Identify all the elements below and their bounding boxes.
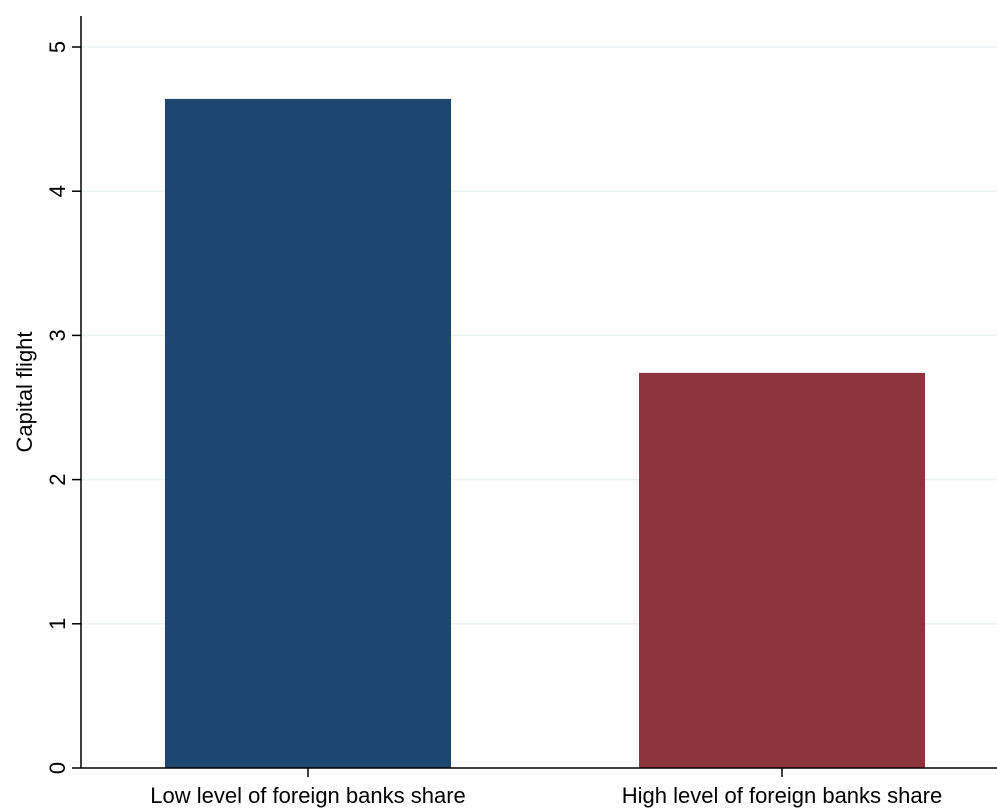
- bar-high-foreign-banks-share: [639, 372, 925, 768]
- x-ticks: Low level of foreign banks share High lev…: [150, 768, 942, 808]
- y-tick-label: 5: [45, 41, 70, 53]
- y-ticks: 0 1 2 3 4 5: [45, 41, 81, 774]
- x-tick-label: Low level of foreign banks share: [150, 783, 466, 808]
- y-tick-label: 3: [45, 329, 70, 341]
- x-tick-label: High level of foreign banks share: [622, 783, 942, 808]
- y-tick-label: 2: [45, 473, 70, 485]
- y-tick-label: 4: [45, 185, 70, 197]
- y-tick-label: 0: [45, 762, 70, 774]
- bars: [165, 98, 925, 769]
- y-axis-title: Capital flight: [12, 331, 37, 452]
- bar-low-foreign-banks-share: [165, 98, 451, 769]
- y-tick-label: 1: [45, 618, 70, 630]
- axes: [80, 16, 997, 769]
